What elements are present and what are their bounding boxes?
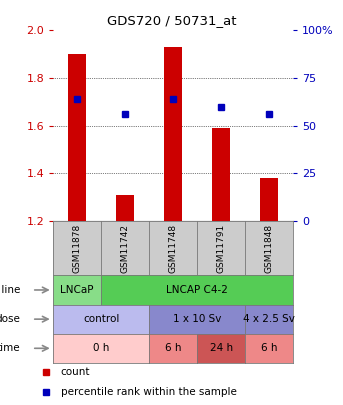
Text: GSM11791: GSM11791 (217, 224, 226, 273)
Text: GSM11848: GSM11848 (265, 224, 274, 273)
Text: percentile rank within the sample: percentile rank within the sample (61, 387, 237, 397)
Text: count: count (61, 367, 90, 377)
Text: 0 h: 0 h (93, 343, 109, 353)
Text: GSM11742: GSM11742 (121, 224, 130, 273)
Text: dose: dose (0, 314, 20, 324)
Text: LNCaP: LNCaP (60, 285, 94, 295)
Text: time: time (0, 343, 20, 353)
Text: 6 h: 6 h (261, 343, 277, 353)
Text: GSM11878: GSM11878 (73, 224, 82, 273)
Bar (212, 128, 230, 221)
Text: 6 h: 6 h (165, 343, 181, 353)
Text: GSM11748: GSM11748 (169, 224, 178, 273)
Text: 1 x 10 Sv: 1 x 10 Sv (173, 314, 222, 324)
Text: cell line: cell line (0, 285, 20, 295)
Text: 24 h: 24 h (210, 343, 233, 353)
Text: control: control (83, 314, 119, 324)
Bar (260, 178, 279, 221)
Bar (164, 47, 182, 221)
Bar (116, 194, 134, 221)
Text: LNCAP C4-2: LNCAP C4-2 (166, 285, 228, 295)
Text: 4 x 2.5 Sv: 4 x 2.5 Sv (243, 314, 295, 324)
Text: GDS720 / 50731_at: GDS720 / 50731_at (107, 14, 236, 27)
Bar (68, 54, 86, 221)
